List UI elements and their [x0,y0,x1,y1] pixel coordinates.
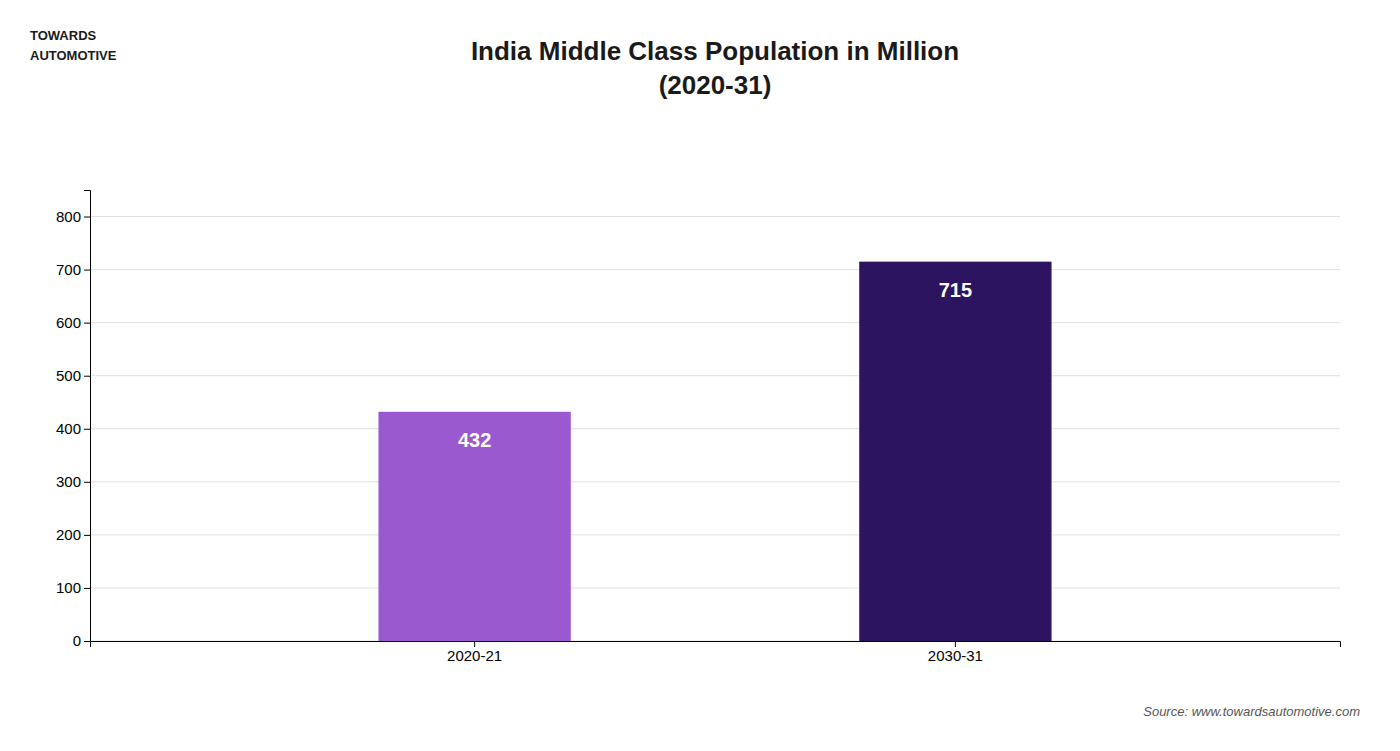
logo-text: AUTOMOTIVE [30,48,117,63]
axis-line [84,191,91,642]
tick: 2020-21 [447,641,502,664]
tick-mark [84,376,90,377]
tick-mark [84,641,90,642]
grid-line [90,587,1340,588]
source: Source: www.towardsautomotive.com [1143,704,1360,719]
grid-line [90,216,1340,217]
tick: 400 [56,420,90,437]
data-label: 715 [939,279,972,301]
tick: 700 [56,261,90,278]
data-label: 432 [458,429,491,451]
x-axis: 2020-21 2030-31 [91,641,1341,664]
tick-label: 600 [56,314,81,331]
tick-mark [84,270,90,271]
tick-mark [84,588,90,589]
data-labels: 432 715 [458,279,972,451]
grid-line [90,322,1340,323]
tick-label: 300 [56,473,81,490]
tick: 2030-31 [928,641,983,664]
tick: 100 [56,579,90,596]
bars [378,262,1051,641]
tick-mark [84,482,90,483]
tick-mark [84,323,90,324]
axis-line [91,642,1341,648]
tick-mark [84,429,90,430]
grid-line [90,534,1340,535]
tick-mark [84,535,90,536]
tick: 200 [56,526,90,543]
grid-line [90,375,1340,376]
tick-label: 200 [56,526,81,543]
logo-text: TOWARDS [30,28,97,43]
tick-mark [84,217,90,218]
y-axis: 0 100 200 300 400 500 600 700 800 [56,191,91,650]
tick-label: 0 [73,632,81,649]
title: India Middle Class Population in Million… [471,36,959,100]
grid [90,217,1340,641]
tick: 500 [56,367,90,384]
bar [859,262,1051,641]
tick: 600 [56,314,90,331]
tick-label: 400 [56,420,81,437]
tick-label: 700 [56,261,81,278]
tick: 800 [56,208,90,225]
tick: 0 [73,632,90,649]
plot: 43271501002003004005006007008002020-2120… [56,191,1341,664]
bar [378,412,570,641]
grid-line [90,269,1340,270]
tick-label: 800 [56,208,81,225]
grid-line [90,428,1340,429]
grid-line [90,481,1340,482]
tick-label: 2030-31 [928,647,983,664]
tick-label: 100 [56,579,81,596]
tick-label: 500 [56,367,81,384]
tick: 300 [56,473,90,490]
tick-label: 2020-21 [447,647,502,664]
chart: 43271501002003004005006007008002020-2120… [0,0,1400,751]
